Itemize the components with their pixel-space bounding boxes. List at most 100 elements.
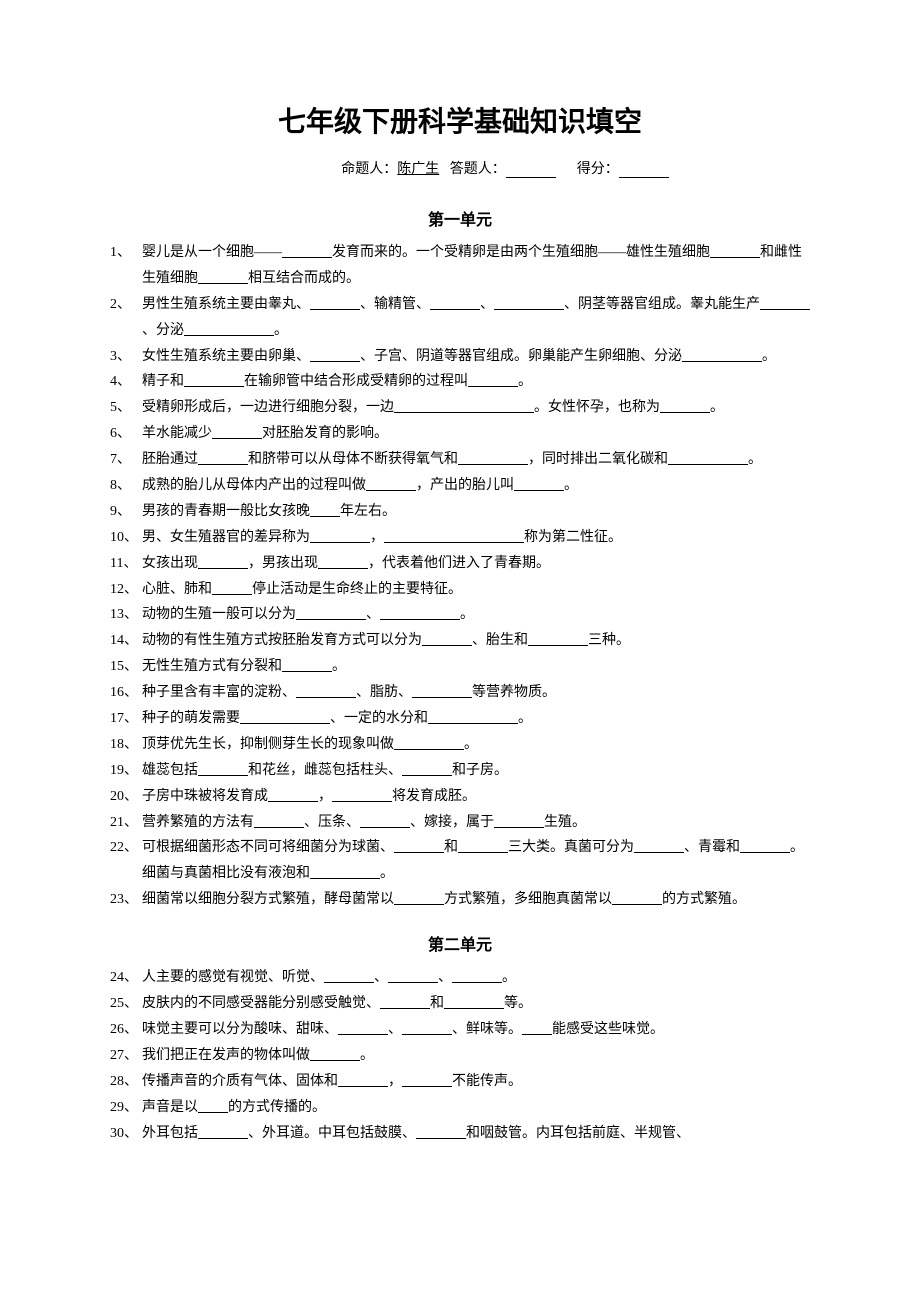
fill-blank: [394, 399, 534, 413]
fill-blank: [268, 788, 318, 802]
units-container: 第一单元 1、婴儿是从一个细胞——发育而来的。一个受精卵是由两个生殖细胞——雄性生…: [110, 206, 810, 1146]
fill-blank: [198, 1125, 248, 1139]
fill-blank: [296, 684, 356, 698]
question-list: 24、人主要的感觉有视觉、听觉、、、。25、皮肤内的不同感受器能分别感受触觉、和…: [110, 965, 810, 1146]
question-item: 8、成熟的胎儿从母体内产出的过程叫做，产出的胎儿叫。: [110, 473, 810, 499]
fill-blank: [402, 1073, 452, 1087]
fill-blank: [402, 762, 452, 776]
question-item: 16、种子里含有丰富的淀粉、、脂肪、等营养物质。: [110, 680, 810, 706]
question-item: 20、子房中珠被将发育成，将发育成胚。: [110, 784, 810, 810]
answerer-blank: [506, 162, 556, 178]
question-text: 胚胎通过和脐带可以从母体不断获得氧气和，同时排出二氧化碳和。: [142, 447, 810, 473]
fill-blank: [682, 348, 762, 362]
question-item: 24、人主要的感觉有视觉、听觉、、、。: [110, 965, 810, 991]
question-text: 传播声音的介质有气体、固体和，不能传声。: [142, 1069, 810, 1095]
fill-blank: [198, 270, 248, 284]
fill-blank: [310, 296, 360, 310]
question-text: 皮肤内的不同感受器能分别感受触觉、和等。: [142, 991, 810, 1017]
question-list: 1、婴儿是从一个细胞——发育而来的。一个受精卵是由两个生殖细胞——雄性生殖细胞和…: [110, 240, 810, 913]
question-item: 14、动物的有性生殖方式按胚胎发育方式可以分为、胎生和三种。: [110, 628, 810, 654]
fill-blank: [430, 296, 480, 310]
fill-blank: [444, 995, 504, 1009]
fill-blank: [198, 451, 248, 465]
author-name: 陈广生: [397, 162, 439, 177]
fill-blank: [458, 451, 528, 465]
question-text: 外耳包括、外耳道。中耳包括鼓膜、和咽鼓管。内耳包括前庭、半规管、: [142, 1121, 810, 1147]
fill-blank: [384, 529, 524, 543]
fill-blank: [310, 348, 360, 362]
question-text: 种子里含有丰富的淀粉、、脂肪、等营养物质。: [142, 680, 810, 706]
fill-blank: [612, 891, 662, 905]
header-line: 命题人：陈广生 答题人： 得分：: [110, 158, 810, 178]
question-item: 13、动物的生殖一般可以分为、。: [110, 602, 810, 628]
question-number: 10、: [110, 525, 142, 551]
question-item: 25、皮肤内的不同感受器能分别感受触觉、和等。: [110, 991, 810, 1017]
question-number: 23、: [110, 887, 142, 913]
fill-blank: [198, 762, 248, 776]
question-item: 15、无性生殖方式有分裂和。: [110, 654, 810, 680]
fill-blank: [184, 373, 244, 387]
answerer-label: 答题人：: [450, 162, 506, 177]
question-number: 5、: [110, 395, 142, 421]
fill-blank: [318, 555, 368, 569]
fill-blank: [710, 244, 760, 258]
fill-blank: [634, 839, 684, 853]
question-number: 22、: [110, 835, 142, 887]
question-text: 受精卵形成后，一边进行细胞分裂，一边。女性怀孕，也称为。: [142, 395, 810, 421]
fill-blank: [338, 1073, 388, 1087]
fill-blank: [522, 1021, 552, 1035]
question-number: 20、: [110, 784, 142, 810]
question-text: 顶芽优先生长，抑制侧芽生长的现象叫做。: [142, 732, 810, 758]
question-text: 心脏、肺和停止活动是生命终止的主要特征。: [142, 577, 810, 603]
fill-blank: [198, 555, 248, 569]
fill-blank: [660, 399, 710, 413]
question-number: 2、: [110, 292, 142, 344]
question-text: 成熟的胎儿从母体内产出的过程叫做，产出的胎儿叫。: [142, 473, 810, 499]
question-item: 21、营养繁殖的方法有、压条、、嫁接，属于生殖。: [110, 810, 810, 836]
question-number: 1、: [110, 240, 142, 292]
question-number: 19、: [110, 758, 142, 784]
question-text: 婴儿是从一个细胞——发育而来的。一个受精卵是由两个生殖细胞——雄性生殖细胞和雌性…: [142, 240, 810, 292]
question-item: 22、可根据细菌形态不同可将细菌分为球菌、和三大类。真菌可分为、青霉和。细菌与真…: [110, 835, 810, 887]
question-item: 12、心脏、肺和停止活动是生命终止的主要特征。: [110, 577, 810, 603]
question-number: 6、: [110, 421, 142, 447]
fill-blank: [310, 503, 340, 517]
question-number: 13、: [110, 602, 142, 628]
question-number: 28、: [110, 1069, 142, 1095]
question-item: 23、细菌常以细胞分裂方式繁殖，酵母菌常以方式繁殖，多细胞真菌常以的方式繁殖。: [110, 887, 810, 913]
fill-blank: [394, 839, 444, 853]
fill-blank: [240, 710, 330, 724]
question-number: 12、: [110, 577, 142, 603]
fill-blank: [388, 969, 438, 983]
author-label: 命题人：: [341, 162, 397, 177]
question-number: 24、: [110, 965, 142, 991]
fill-blank: [282, 244, 332, 258]
question-text: 羊水能减少对胚胎发育的影响。: [142, 421, 810, 447]
question-item: 5、受精卵形成后，一边进行细胞分裂，一边。女性怀孕，也称为。: [110, 395, 810, 421]
fill-blank: [452, 969, 502, 983]
fill-blank: [310, 1047, 360, 1061]
question-text: 雄蕊包括和花丝，雌蕊包括柱头、和子房。: [142, 758, 810, 784]
unit-header: 第一单元: [110, 206, 810, 230]
question-item: 7、胚胎通过和脐带可以从母体不断获得氧气和，同时排出二氧化碳和。: [110, 447, 810, 473]
question-number: 21、: [110, 810, 142, 836]
fill-blank: [212, 425, 262, 439]
question-text: 女孩出现，男孩出现，代表着他们进入了青春期。: [142, 551, 810, 577]
question-text: 精子和在输卵管中结合形成受精卵的过程叫。: [142, 369, 810, 395]
question-item: 26、味觉主要可以分为酸味、甜味、、、鲜味等。能感受这些味觉。: [110, 1017, 810, 1043]
fill-blank: [394, 891, 444, 905]
fill-blank: [458, 839, 508, 853]
fill-blank: [740, 839, 790, 853]
fill-blank: [760, 296, 810, 310]
question-text: 子房中珠被将发育成，将发育成胚。: [142, 784, 810, 810]
question-text: 动物的有性生殖方式按胚胎发育方式可以分为、胎生和三种。: [142, 628, 810, 654]
fill-blank: [366, 477, 416, 491]
fill-blank: [310, 865, 380, 879]
fill-blank: [310, 529, 370, 543]
fill-blank: [212, 581, 252, 595]
fill-blank: [412, 684, 472, 698]
fill-blank: [296, 606, 366, 620]
question-text: 可根据细菌形态不同可将细菌分为球菌、和三大类。真菌可分为、青霉和。细菌与真菌相比…: [142, 835, 810, 887]
question-text: 女性生殖系统主要由卵巢、、子宫、阴道等器官组成。卵巢能产生卵细胞、分泌。: [142, 344, 810, 370]
fill-blank: [338, 1021, 388, 1035]
